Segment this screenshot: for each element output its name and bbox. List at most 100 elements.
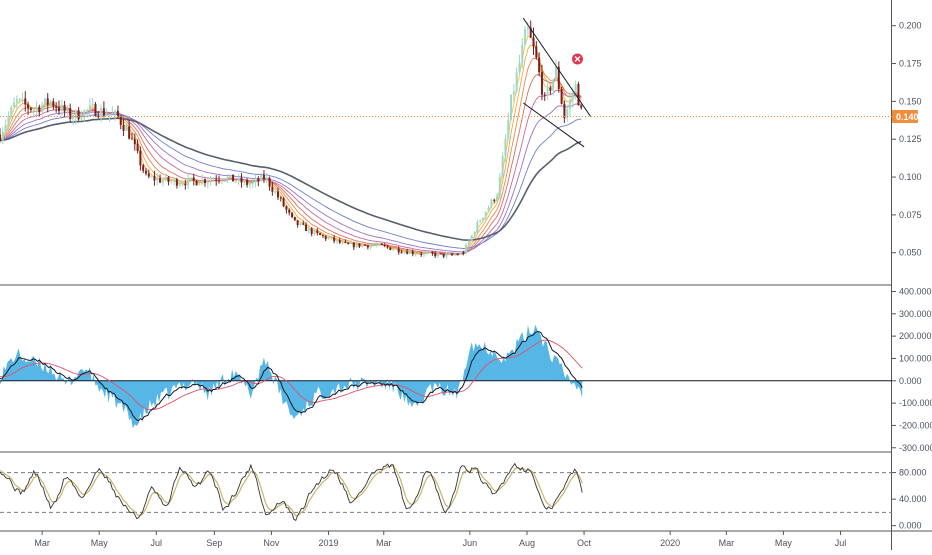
candle[interactable] — [119, 116, 122, 125]
candle[interactable] — [88, 105, 91, 110]
candle[interactable] — [319, 233, 322, 236]
candle[interactable] — [352, 242, 355, 248]
candle[interactable] — [276, 191, 279, 198]
candle[interactable] — [378, 243, 381, 245]
candle[interactable] — [521, 44, 524, 63]
candle[interactable] — [223, 180, 226, 182]
candle[interactable] — [330, 237, 333, 239]
candle[interactable] — [580, 105, 583, 108]
alert-marker-icon[interactable] — [572, 53, 584, 65]
candle[interactable] — [423, 252, 426, 255]
candle[interactable] — [24, 98, 27, 105]
candle[interactable] — [512, 91, 515, 95]
candle[interactable] — [369, 245, 372, 248]
candle[interactable] — [66, 108, 69, 112]
candle[interactable] — [507, 119, 510, 139]
candle[interactable] — [569, 99, 572, 109]
candle[interactable] — [285, 206, 288, 210]
candle[interactable] — [153, 176, 156, 181]
candle[interactable] — [130, 138, 133, 140]
candle[interactable] — [333, 237, 336, 242]
candle[interactable] — [271, 186, 274, 192]
candle[interactable] — [265, 177, 268, 179]
candle[interactable] — [4, 125, 7, 133]
candle[interactable] — [524, 29, 527, 45]
candle[interactable] — [549, 87, 552, 91]
candle[interactable] — [442, 253, 445, 257]
candle[interactable] — [13, 102, 16, 108]
candle[interactable] — [552, 79, 555, 91]
candle[interactable] — [212, 179, 215, 181]
candle[interactable] — [479, 220, 482, 223]
candle[interactable] — [173, 179, 176, 182]
candle[interactable] — [344, 241, 347, 243]
price-axis[interactable]: 0.050 0.075 0.100 0.125 0.150 0.175 0.200 — [892, 21, 922, 258]
candle[interactable] — [383, 244, 386, 246]
candle[interactable] — [462, 252, 465, 254]
candle[interactable] — [279, 197, 282, 199]
candle[interactable] — [327, 237, 330, 239]
candle[interactable] — [94, 103, 97, 116]
candle[interactable] — [254, 178, 257, 183]
candle[interactable] — [83, 110, 86, 119]
trendline[interactable] — [522, 102, 585, 148]
candle[interactable] — [358, 243, 361, 247]
candle[interactable] — [203, 179, 206, 184]
candle[interactable] — [425, 252, 428, 254]
candle[interactable] — [355, 243, 358, 248]
candle[interactable] — [100, 108, 103, 117]
candle[interactable] — [288, 209, 291, 213]
candle[interactable] — [102, 108, 105, 116]
trendline[interactable] — [522, 17, 592, 117]
candle[interactable] — [324, 235, 327, 239]
candle[interactable] — [529, 27, 532, 38]
candle[interactable] — [380, 243, 383, 245]
candle[interactable] — [136, 144, 139, 151]
oscillator-pane[interactable] — [0, 324, 892, 429]
candle[interactable] — [526, 27, 529, 30]
candle[interactable] — [145, 170, 148, 174]
candle[interactable] — [467, 240, 470, 245]
candle[interactable] — [307, 228, 310, 232]
candle[interactable] — [428, 251, 431, 253]
candle[interactable] — [372, 245, 375, 247]
candle[interactable] — [15, 99, 18, 103]
candle[interactable] — [229, 174, 232, 177]
candle[interactable] — [125, 126, 128, 131]
candle[interactable] — [209, 179, 212, 182]
candle[interactable] — [248, 184, 251, 186]
candle[interactable] — [52, 101, 55, 107]
price-pane[interactable] — [0, 17, 892, 259]
candle[interactable] — [501, 156, 504, 177]
candlestick-series[interactable] — [0, 20, 583, 259]
candle[interactable] — [86, 109, 89, 111]
candle[interactable] — [240, 177, 243, 183]
candle[interactable] — [170, 181, 173, 183]
candle[interactable] — [257, 178, 260, 182]
candle[interactable] — [175, 179, 178, 186]
candle[interactable] — [260, 174, 263, 182]
trendlines[interactable] — [522, 17, 592, 148]
candle[interactable] — [364, 244, 367, 246]
candle[interactable] — [361, 244, 364, 247]
candle[interactable] — [335, 240, 338, 242]
candle[interactable] — [164, 176, 167, 181]
candle[interactable] — [470, 235, 473, 241]
candle[interactable] — [448, 254, 451, 256]
candle[interactable] — [338, 240, 341, 243]
candle[interactable] — [133, 139, 136, 145]
candle[interactable] — [571, 94, 574, 100]
candle[interactable] — [114, 110, 117, 114]
candle[interactable] — [465, 244, 468, 254]
candle[interactable] — [201, 179, 204, 185]
candle[interactable] — [540, 72, 543, 95]
candle[interactable] — [187, 177, 190, 186]
candle[interactable] — [375, 244, 378, 246]
candle[interactable] — [218, 180, 221, 182]
candle[interactable] — [392, 249, 395, 251]
candle[interactable] — [63, 104, 66, 112]
candle[interactable] — [434, 253, 437, 257]
candle[interactable] — [46, 98, 49, 105]
candle[interactable] — [366, 245, 369, 248]
